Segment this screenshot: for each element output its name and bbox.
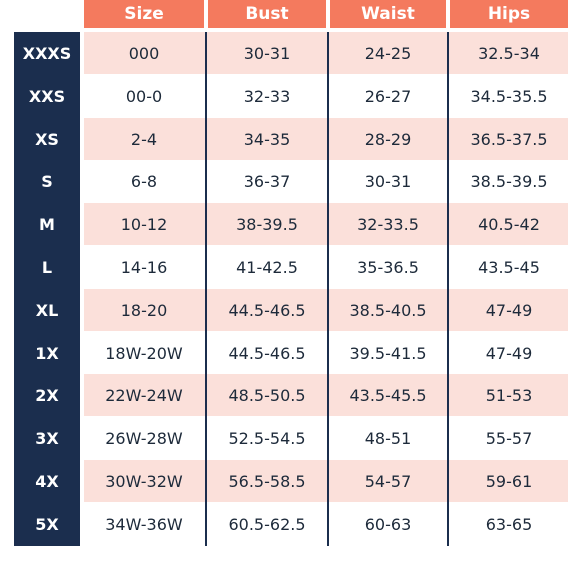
cell-size: 18-20 bbox=[120, 300, 168, 320]
table-row bbox=[84, 203, 568, 245]
column-divider bbox=[327, 32, 329, 546]
cell-hips: 43.5-45 bbox=[478, 257, 540, 277]
table-row bbox=[84, 460, 568, 502]
header-waist: Waist bbox=[330, 0, 446, 28]
header-size: Size bbox=[84, 0, 204, 28]
cell-waist: 24-25 bbox=[364, 43, 412, 63]
row-size-label: S bbox=[41, 171, 53, 191]
column-divider bbox=[205, 32, 207, 546]
row-size-label: XXS bbox=[28, 86, 66, 106]
row-size-label: 1X bbox=[35, 343, 59, 363]
cell-hips: 51-53 bbox=[485, 385, 533, 405]
row-size-label: 4X bbox=[35, 471, 59, 491]
cell-waist: 35-36.5 bbox=[357, 257, 419, 277]
cell-waist: 43.5-45.5 bbox=[349, 385, 427, 405]
cell-size: 000 bbox=[128, 43, 160, 63]
cell-bust: 52.5-54.5 bbox=[228, 428, 306, 448]
cell-hips: 47-49 bbox=[485, 300, 533, 320]
table-row bbox=[84, 118, 568, 160]
cell-hips: 34.5-35.5 bbox=[470, 86, 548, 106]
cell-hips: 36.5-37.5 bbox=[470, 129, 548, 149]
cell-size: 26W-28W bbox=[105, 428, 183, 448]
cell-size: 10-12 bbox=[120, 214, 168, 234]
table-row bbox=[84, 289, 568, 331]
row-size-label: 2X bbox=[35, 385, 59, 405]
row-size-label: 5X bbox=[35, 514, 59, 534]
cell-waist: 38.5-40.5 bbox=[349, 300, 427, 320]
cell-size: 00-0 bbox=[125, 86, 163, 106]
cell-bust: 56.5-58.5 bbox=[228, 471, 306, 491]
cell-bust: 44.5-46.5 bbox=[228, 300, 306, 320]
cell-bust: 48.5-50.5 bbox=[228, 385, 306, 405]
cell-size: 6-8 bbox=[130, 171, 158, 191]
cell-hips: 63-65 bbox=[485, 514, 533, 534]
cell-size: 2-4 bbox=[130, 129, 158, 149]
row-size-label: XS bbox=[35, 129, 59, 149]
cell-waist: 48-51 bbox=[364, 428, 412, 448]
row-size-label: L bbox=[41, 257, 53, 277]
row-size-label: M bbox=[39, 214, 55, 234]
cell-hips: 32.5-34 bbox=[478, 43, 540, 63]
table-row bbox=[84, 32, 568, 74]
row-size-label: XXXS bbox=[22, 43, 72, 63]
row-size-label: 3X bbox=[35, 428, 59, 448]
cell-size: 22W-24W bbox=[105, 385, 183, 405]
cell-hips: 38.5-39.5 bbox=[470, 171, 548, 191]
cell-waist: 26-27 bbox=[364, 86, 412, 106]
cell-waist: 54-57 bbox=[364, 471, 412, 491]
cell-bust: 41-42.5 bbox=[236, 257, 298, 277]
cell-size: 30W-32W bbox=[105, 471, 183, 491]
table-row bbox=[84, 374, 568, 416]
cell-size: 34W-36W bbox=[105, 514, 183, 534]
cell-bust: 60.5-62.5 bbox=[228, 514, 306, 534]
cell-waist: 28-29 bbox=[364, 129, 412, 149]
cell-bust: 34-35 bbox=[243, 129, 291, 149]
cell-waist: 60-63 bbox=[364, 514, 412, 534]
cell-hips: 55-57 bbox=[485, 428, 533, 448]
cell-hips: 59-61 bbox=[485, 471, 533, 491]
cell-waist: 32-33.5 bbox=[357, 214, 419, 234]
cell-bust: 38-39.5 bbox=[236, 214, 298, 234]
row-size-label: XL bbox=[35, 300, 59, 320]
cell-waist: 39.5-41.5 bbox=[349, 343, 427, 363]
header-hips: Hips bbox=[450, 0, 568, 28]
cell-bust: 36-37 bbox=[243, 171, 291, 191]
column-divider bbox=[447, 32, 449, 546]
cell-bust: 44.5-46.5 bbox=[228, 343, 306, 363]
cell-bust: 32-33 bbox=[243, 86, 291, 106]
size-label-sidebar bbox=[14, 32, 80, 546]
header-bust: Bust bbox=[208, 0, 326, 28]
cell-hips: 40.5-42 bbox=[478, 214, 540, 234]
cell-bust: 30-31 bbox=[243, 43, 291, 63]
cell-hips: 47-49 bbox=[485, 343, 533, 363]
cell-size: 14-16 bbox=[120, 257, 168, 277]
cell-waist: 30-31 bbox=[364, 171, 412, 191]
cell-size: 18W-20W bbox=[105, 343, 183, 363]
